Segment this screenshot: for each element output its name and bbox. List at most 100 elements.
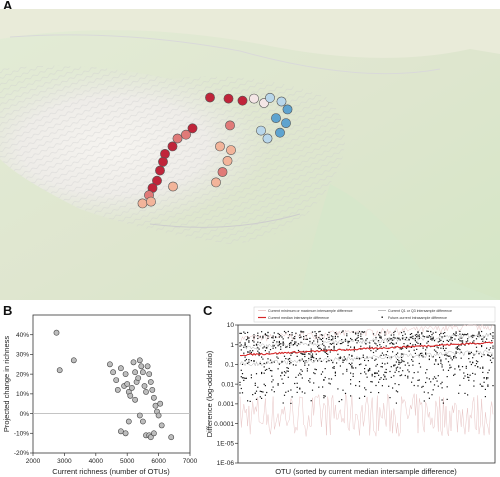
intrasample-point [311,356,314,358]
intrasample-point [294,343,296,345]
intrasample-point [400,359,403,361]
intrasample-point [444,335,446,337]
y-tick-label-c: 1 [230,342,234,349]
intrasample-point [489,355,492,358]
intrasample-point [328,346,330,348]
intrasample-point [306,370,308,372]
intrasample-point [309,378,311,380]
intrasample-point [287,370,289,372]
intrasample-point [283,394,286,396]
intrasample-point [395,353,397,356]
intrasample-point [343,356,345,358]
intrasample-point [356,342,358,344]
intrasample-point [369,345,371,347]
sampling-site-31 [146,196,156,207]
intrasample-point [338,357,340,359]
intrasample-point [317,341,319,343]
data-point [150,394,157,401]
intrasample-point [300,374,302,376]
intrasample-point [324,395,326,397]
intrasample-point [470,335,472,337]
intrasample-point [417,342,419,344]
intrasample-point [456,347,458,349]
data-point [130,359,137,366]
intrasample-point [317,360,319,362]
data-point [143,389,149,395]
intrasample-point [264,333,266,335]
intrasample-point [252,340,254,342]
intrasample-point [418,334,420,336]
intrasample-point [460,351,462,353]
intrasample-point [257,386,259,388]
intrasample-point [474,373,476,375]
intrasample-point [330,378,333,380]
intrasample-point [461,366,464,368]
intrasample-point [436,352,438,354]
intrasample-point [418,337,420,340]
intrasample-point [417,335,419,337]
intrasample-point [290,402,292,404]
x-axis-label-b: Current richness (number of OTUs) [52,467,170,476]
intrasample-point [455,331,457,333]
intrasample-point [423,391,425,393]
intrasample-point [245,346,247,348]
intrasample-point [385,368,387,371]
legend-swatch [381,316,383,318]
intrasample-point [281,372,283,374]
intrasample-point [268,367,270,370]
intrasample-point [247,400,249,402]
y-tick-label-c: 0.01 [221,381,234,388]
intrasample-point [455,357,457,359]
intrasample-point [444,354,446,356]
intrasample-point [405,347,408,349]
intrasample-point [380,366,382,368]
intrasample-point [411,359,413,361]
intrasample-point [482,367,484,369]
intrasample-point [395,402,397,404]
intrasample-point [254,382,256,384]
intrasample-point [393,375,395,377]
intrasample-point [259,363,261,365]
y-tick-label-b: 20% [16,371,29,378]
intrasample-point [459,384,461,386]
intrasample-point [271,389,273,391]
intrasample-point [344,338,347,340]
intrasample-point [400,332,403,334]
intrasample-point [492,357,494,359]
sampling-site-15 [215,141,225,152]
intrasample-point [442,332,444,335]
intrasample-point [411,333,413,335]
intrasample-point [313,360,315,362]
sampling-site-8 [282,104,293,115]
intrasample-point [336,343,338,345]
intrasample-point [394,330,396,332]
intrasample-point [322,386,324,388]
data-point [110,369,116,376]
intrasample-point [475,363,478,365]
intrasample-point [442,340,444,343]
intrasample-point [464,333,466,336]
intrasample-point [409,342,411,345]
intrasample-point [239,381,241,383]
intrasample-point [417,371,419,373]
intrasample-point [437,375,439,377]
intrasample-point [376,345,378,347]
intrasample-point [383,341,385,343]
intrasample-point [258,352,260,354]
intrasample-point [419,343,422,345]
intrasample-point [428,378,430,380]
intrasample-point [290,354,292,356]
intrasample-point [482,366,484,368]
intrasample-point [365,339,367,341]
intrasample-point [255,398,258,400]
intrasample-point [418,354,420,356]
intrasample-point [455,347,457,349]
intrasample-point [384,375,386,377]
intrasample-point [393,343,395,345]
intrasample-point [442,369,444,371]
intrasample-point [483,354,485,356]
intrasample-point [435,359,437,361]
intrasample-point [353,350,355,352]
x-tick-label-b: 2000 [26,458,41,465]
intrasample-point [440,332,442,334]
